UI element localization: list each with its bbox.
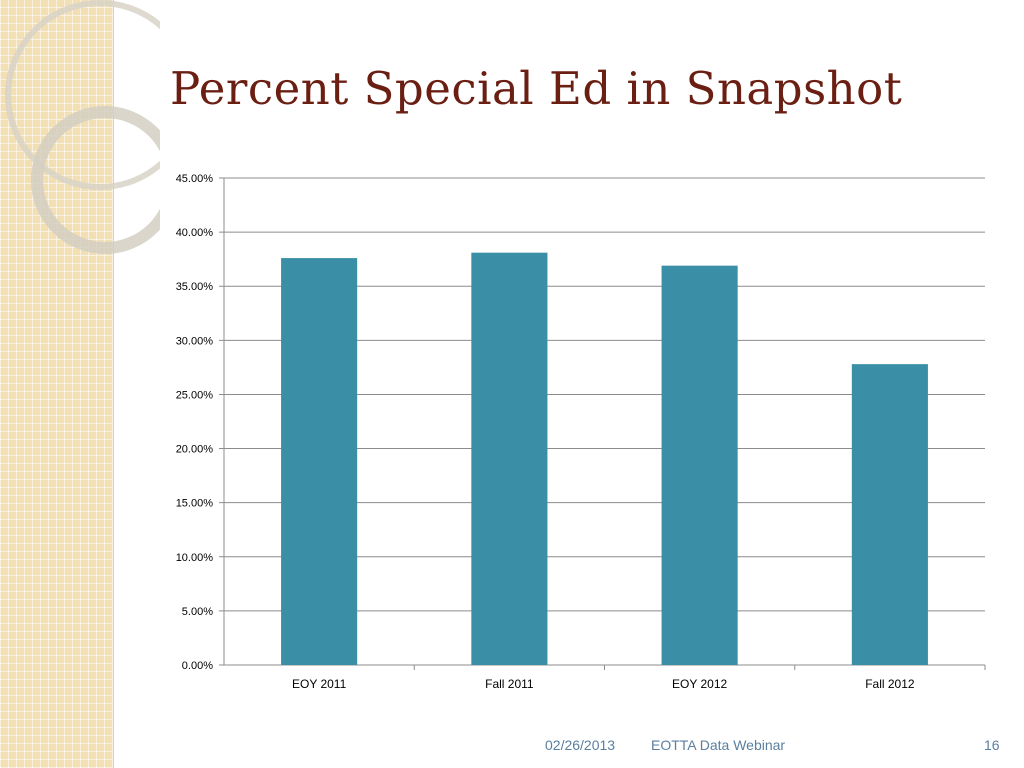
y-tick-label: 25.00% xyxy=(176,389,214,401)
x-tick-label: EOY 2012 xyxy=(672,677,727,691)
decorative-ring-large xyxy=(5,0,160,190)
y-tick-label: 5.00% xyxy=(182,606,213,618)
bar xyxy=(851,364,928,665)
y-tick-label: 15.00% xyxy=(176,498,214,510)
y-tick-label: 0.00% xyxy=(182,660,213,672)
bar xyxy=(281,258,358,665)
footer-title: EOTTA Data Webinar xyxy=(651,737,786,753)
y-tick-label: 10.00% xyxy=(176,552,214,564)
y-tick-label: 40.00% xyxy=(176,227,214,239)
bar xyxy=(661,265,738,665)
bar-chart: 0.00% 5.00% 10.00% 15.00% 20.00% 25.00% 30.00%… xyxy=(176,173,986,691)
y-tick-label: 35.00% xyxy=(176,281,214,293)
x-tick-label: Fall 2012 xyxy=(865,677,915,691)
footer-date: 02/26/2013 xyxy=(545,737,616,753)
decorative-ring-small xyxy=(31,106,160,254)
x-tick-label: Fall 2011 xyxy=(485,677,534,691)
y-tick-label: 20.00% xyxy=(176,444,214,456)
slide-title: Percent Special Ed in Snapshot xyxy=(170,62,903,115)
y-tick-label: 30.00% xyxy=(176,335,214,347)
y-tick-label: 45.00% xyxy=(176,173,214,185)
slide-number: 16 xyxy=(984,737,1000,753)
decorative-rings xyxy=(5,0,160,254)
x-tick-label: EOY 2011 xyxy=(292,677,347,691)
bar xyxy=(471,252,548,665)
